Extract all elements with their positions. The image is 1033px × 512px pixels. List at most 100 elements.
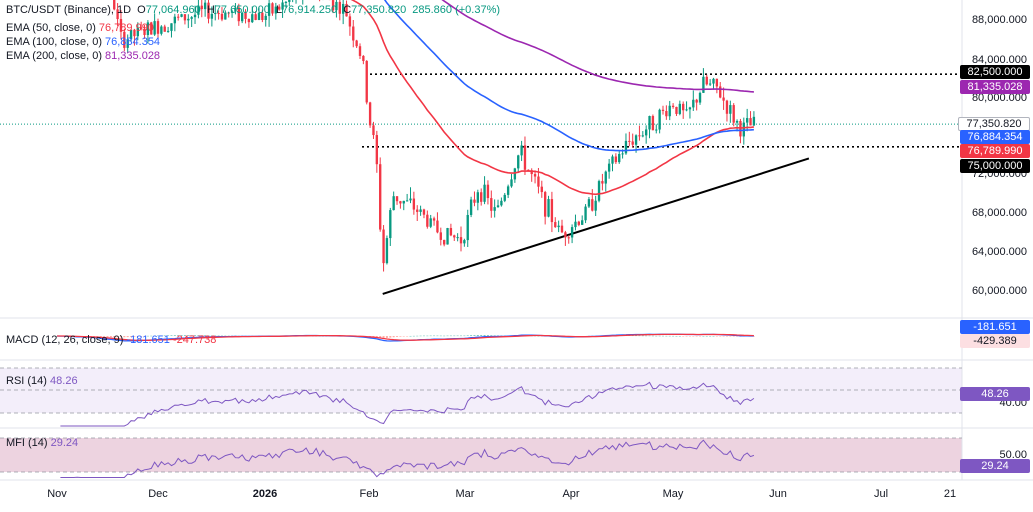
candle-body: [601, 181, 604, 184]
candle-body: [442, 239, 446, 245]
ema100-price-tag: 76,884.354: [960, 130, 1030, 144]
candle-body: [587, 199, 591, 207]
candle-body: [385, 238, 389, 264]
mfi-legend[interactable]: MFI (14) 29.24: [6, 437, 78, 449]
candle-body: [543, 192, 547, 217]
macd-histogram-bar: [470, 335, 473, 336]
macd-histogram-bar: [385, 336, 388, 338]
ema50-legend[interactable]: EMA (50, close, 0) 76,789.990: [6, 22, 157, 34]
time-tick-may: May: [662, 488, 684, 500]
candle-body: [628, 140, 631, 142]
price-tick: 84,000.000: [971, 54, 1027, 66]
candle-body: [257, 12, 261, 20]
macd-histogram-bar: [685, 336, 688, 337]
candle-body: [392, 196, 395, 211]
macd-histogram-bar: [463, 335, 466, 337]
ema200-label: EMA (200, close, 0): [6, 50, 102, 62]
macd-histogram-bar: [210, 335, 213, 336]
macd-histogram-bar: [722, 336, 725, 337]
rsi-legend[interactable]: RSI (14) 48.26: [6, 375, 78, 387]
candle-body: [702, 76, 705, 93]
candle-body: [523, 145, 527, 170]
resistance-price-tag: 82,500.000: [960, 65, 1030, 79]
candle-body: [624, 140, 628, 154]
candle-body: [227, 12, 230, 14]
macd-histogram-bar: [460, 335, 462, 337]
macd-histogram-bar: [103, 336, 106, 338]
macd-histogram-bar: [651, 335, 654, 337]
macd-histogram-bar: [658, 335, 661, 337]
candle-body: [607, 163, 611, 172]
macd-histogram-bar: [119, 336, 122, 338]
macd-histogram-bar: [183, 335, 186, 336]
ema100-legend[interactable]: EMA (100, close, 0) 76,884.354: [6, 36, 163, 48]
macd-histogram-bar: [96, 336, 99, 337]
candle-body: [348, 16, 352, 27]
candle-body: [163, 26, 166, 32]
candle-body: [506, 186, 510, 195]
macd-legend[interactable]: MACD (12, 26, close, 9) -181.651 -247.73…: [6, 334, 216, 346]
candle-body: [540, 186, 543, 193]
candle-body: [220, 13, 224, 20]
candle-body: [621, 153, 624, 155]
price-tick: 60,000.000: [971, 285, 1027, 297]
candle-body: [584, 206, 587, 221]
ema200-legend[interactable]: EMA (200, close, 0) 81,335.028: [6, 50, 163, 62]
time-tick-nov: Nov: [47, 488, 67, 500]
candle-body: [554, 222, 557, 228]
candle-body: [527, 169, 530, 171]
macd-histogram-bar: [136, 336, 139, 337]
macd-histogram-bar: [672, 335, 675, 337]
mfi-line: [60, 439, 755, 478]
candle-body: [732, 105, 735, 123]
macd-histogram-bar: [163, 335, 166, 336]
macd-histogram-bar: [631, 335, 634, 337]
candle-body: [493, 207, 496, 211]
candle-body: [486, 184, 490, 199]
macd-histogram-bar: [668, 335, 671, 337]
ema50-value: 76,789.990: [98, 22, 154, 34]
ohlc-low-label: L: [275, 4, 283, 16]
macd-histogram-bar: [133, 336, 136, 337]
candle-body: [426, 214, 429, 227]
candle-body: [675, 106, 678, 114]
macd-histogram-bar: [433, 335, 436, 337]
candle-body: [678, 103, 682, 114]
candle-body: [570, 227, 574, 238]
macd-histogram-bar: [662, 335, 664, 337]
ohlc-open-label: O: [137, 4, 146, 16]
candle-body: [439, 232, 442, 240]
price-tick: 64,000.000: [971, 246, 1027, 258]
ema50-label: EMA (50, close, 0): [6, 22, 96, 34]
candle-body: [644, 129, 648, 136]
macd-histogram-bar: [725, 336, 728, 337]
candle-body: [682, 103, 685, 111]
macd-signal-tag: -429.389: [960, 334, 1030, 348]
macd-histogram-bar: [665, 335, 668, 337]
macd-tag: -181.651: [960, 320, 1030, 334]
macd-histogram-bar: [443, 335, 446, 337]
macd-histogram-bar: [540, 336, 543, 337]
macd-histogram-bar: [412, 335, 415, 337]
candle-body: [207, 2, 210, 19]
candle-body: [416, 209, 419, 212]
candle-body: [274, 6, 278, 14]
macd-histogram-bar: [446, 335, 449, 337]
macd-histogram-bar: [682, 336, 685, 337]
candle-body: [695, 99, 698, 103]
candle-body: [719, 86, 722, 98]
macd-value-1: -181.651: [126, 334, 170, 346]
candle-body: [402, 200, 405, 204]
candle-body: [368, 102, 372, 126]
ohlc-low: 76,914.250: [282, 4, 338, 16]
candle-body: [244, 12, 247, 19]
macd-histogram-bar: [160, 335, 163, 336]
macd-histogram-bar: [473, 335, 476, 336]
candle-body: [745, 118, 749, 123]
macd-histogram-bar: [702, 335, 705, 337]
macd-histogram-bar: [217, 335, 220, 337]
candle-body: [476, 192, 480, 203]
ohlc-close-label: C: [343, 4, 352, 16]
candle-body: [365, 60, 368, 103]
